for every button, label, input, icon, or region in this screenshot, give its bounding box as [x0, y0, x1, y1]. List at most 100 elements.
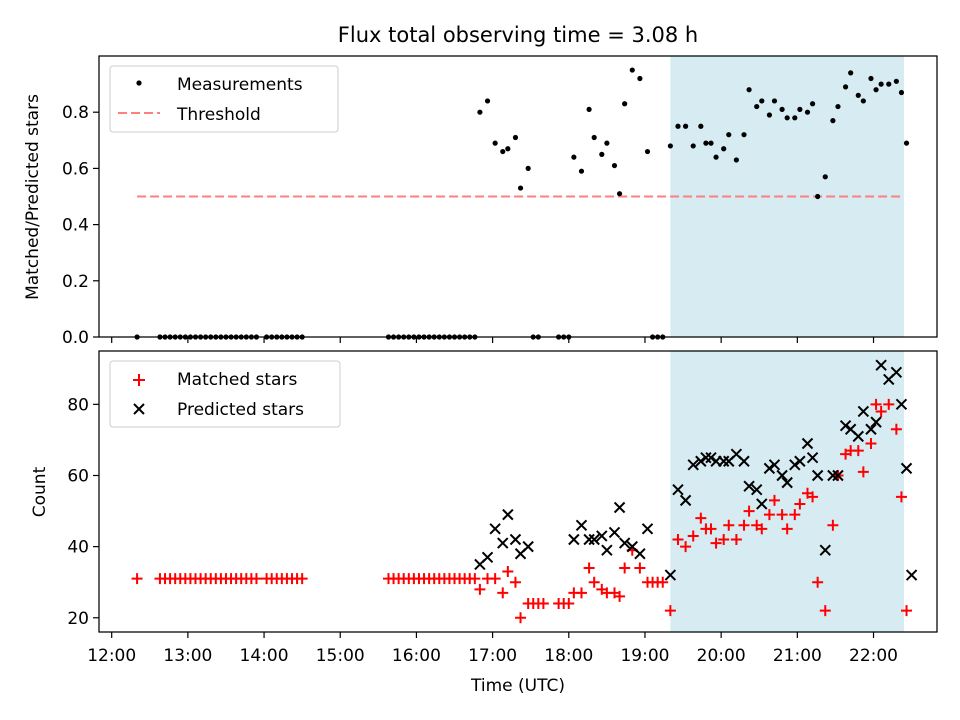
predicted-legend-marker — [133, 403, 145, 415]
matched-star-marker — [870, 398, 882, 410]
matched-legend-marker — [133, 374, 145, 386]
threshold-legend-label: Threshold — [176, 105, 261, 125]
measurement-point — [611, 162, 618, 169]
matched-star-marker — [583, 562, 595, 574]
x-tick-label: 22:00 — [849, 646, 898, 666]
measurement-point — [855, 92, 861, 98]
matched-star-marker — [657, 576, 669, 588]
predicted-star-marker — [763, 462, 776, 475]
predicted-star-marker — [900, 462, 913, 475]
matched-star-marker — [807, 491, 819, 503]
matched-star-marker — [890, 423, 902, 435]
measurement-point — [868, 75, 874, 82]
matched-star-marker — [789, 509, 801, 521]
predicted-star-marker — [827, 469, 839, 482]
measurement-point — [893, 78, 899, 84]
measurement-point — [500, 148, 506, 155]
matched-star-marker — [901, 605, 913, 617]
measurement-point — [733, 157, 739, 163]
measurement-point — [683, 123, 689, 129]
predicted-star-marker — [700, 452, 712, 464]
measurement-point — [797, 106, 803, 112]
count-y-axis-label: Count — [30, 466, 50, 517]
x-tick-label: 12:00 — [87, 646, 136, 666]
measurement-point — [591, 134, 597, 141]
matched-star-marker — [296, 573, 308, 585]
matched-star-marker — [883, 398, 895, 410]
predicted-star-marker — [601, 544, 613, 556]
matched-star-marker — [575, 587, 587, 599]
ratio-y-axis-label: Matched/Predicted stars — [23, 94, 43, 300]
predicted-star-marker — [575, 519, 588, 531]
matched-star-marker — [895, 491, 907, 503]
matched-star-marker — [131, 573, 143, 585]
predicted-star-marker — [794, 455, 806, 467]
measurement-point — [578, 168, 585, 174]
measurement-point — [637, 75, 643, 82]
measurement-point — [754, 103, 760, 110]
matched-star-marker — [537, 598, 549, 610]
predicted-star-marker — [801, 437, 814, 450]
ratio-y-tick-label: 0.6 — [62, 159, 89, 179]
measurement-point — [586, 106, 592, 112]
predicted-star-marker — [705, 452, 717, 464]
predicted-star-marker — [750, 484, 763, 496]
predicted-star-marker — [695, 455, 707, 467]
measurement-point — [703, 140, 709, 146]
measurement-point — [477, 109, 483, 115]
x-tick-label: 21:00 — [773, 646, 822, 666]
predicted-star-marker — [568, 533, 580, 546]
matched-star-marker — [852, 445, 864, 457]
predicted-star-marker — [672, 484, 684, 496]
measurement-point — [759, 98, 765, 104]
measurement-point — [571, 154, 577, 160]
measurement-point — [690, 143, 696, 149]
predicted-star-marker — [870, 416, 882, 428]
x-tick-label: 15:00 — [316, 646, 365, 666]
x-tick-label: 20:00 — [697, 646, 746, 666]
predicted-star-marker — [509, 533, 522, 546]
ratio-legend-box — [109, 65, 339, 133]
measurement-point — [492, 140, 498, 146]
count-legend: Matched stars Predicted stars — [109, 360, 341, 428]
predicted-star-marker — [608, 526, 621, 539]
predicted-star-marker — [756, 498, 768, 510]
x-tick-label: 14:00 — [240, 646, 289, 666]
measurement-point — [842, 84, 849, 90]
predicted-star-marker — [738, 455, 750, 467]
matched-star-marker — [497, 587, 509, 599]
ratio-y-tick-label: 0.4 — [62, 216, 89, 236]
matched-star-marker — [781, 523, 793, 535]
matched-star-marker — [502, 566, 514, 578]
predicted-star-marker — [806, 452, 819, 464]
x-tick-label: 16:00 — [392, 646, 441, 666]
measurement-point — [779, 106, 785, 112]
matched-star-marker — [634, 562, 646, 574]
ratio-panel: 0.00.20.40.60.8 Matched/Predicted stars … — [23, 55, 938, 348]
ratio-y-tick-label: 0.2 — [62, 272, 89, 292]
measurement-point — [815, 193, 821, 200]
matched-star-marker — [705, 523, 717, 535]
x-tick-label: 18:00 — [544, 646, 593, 666]
highlight-span-bottom — [670, 351, 904, 632]
matched-star-marker — [738, 519, 750, 531]
measurement-point — [873, 87, 879, 93]
measurement-point — [830, 118, 836, 124]
measurement-point — [771, 98, 778, 104]
measurements-legend-marker — [136, 80, 142, 86]
predicted-star-marker — [583, 533, 595, 546]
measurement-point — [512, 134, 519, 141]
measurement-point — [784, 115, 790, 121]
matched-star-marker — [723, 519, 735, 531]
predicted-star-marker — [832, 469, 844, 482]
matched-star-marker — [875, 405, 887, 417]
measurement-point — [886, 81, 892, 87]
measurements-legend-label: Measurements — [177, 75, 303, 95]
matched-star-marker — [563, 598, 575, 610]
predicted-star-marker — [641, 523, 654, 535]
matched-star-marker — [730, 534, 742, 546]
matched-star-marker — [827, 519, 839, 531]
matched-star-marker — [776, 509, 788, 521]
predicted-star-marker — [819, 544, 831, 556]
